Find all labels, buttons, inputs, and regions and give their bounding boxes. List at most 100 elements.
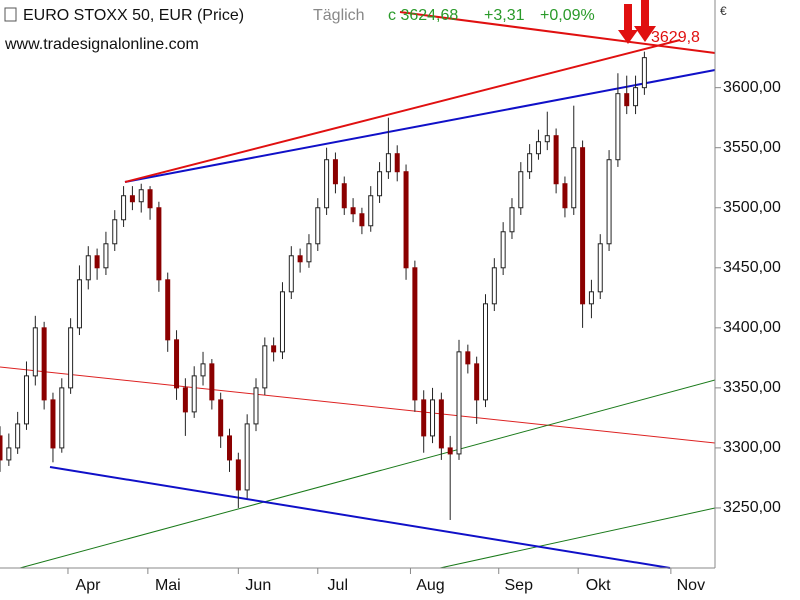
x-tick-label: Nov (677, 577, 705, 594)
candle-body (588, 291, 594, 305)
candle-body (253, 387, 259, 425)
candle-body (615, 93, 621, 161)
candle-body (76, 279, 82, 329)
candle-body (403, 171, 409, 269)
last-close: c 3624,68 (388, 7, 458, 24)
candle-body (279, 291, 285, 353)
y-tick-label: 3500,00 (723, 199, 781, 216)
candle-body (341, 183, 347, 209)
candle-body (571, 147, 577, 209)
candle-body (244, 423, 250, 491)
candle-body (430, 399, 436, 437)
candle-body (209, 363, 215, 401)
candle-body (491, 267, 497, 305)
candle-body (535, 141, 541, 155)
candle-body (518, 171, 524, 209)
candle-body (500, 231, 506, 269)
y-tick-label: 3350,00 (723, 379, 781, 396)
candle-body (68, 327, 74, 389)
candle-body (527, 153, 533, 173)
candle-body (112, 219, 118, 245)
y-tick-label: 3300,00 (723, 439, 781, 456)
candle-body (368, 195, 374, 227)
candle-body (182, 387, 188, 413)
candle-body (633, 87, 639, 107)
x-tick-label: Sep (505, 577, 534, 594)
chart-title: EURO STOXX 50, EUR (Price) (23, 7, 244, 24)
candle-body (262, 345, 268, 389)
candle-body (191, 375, 197, 413)
candles (0, 51, 647, 520)
candle-body (624, 93, 630, 107)
candle-body (456, 351, 462, 455)
candle-body (482, 303, 488, 401)
candle-body (235, 459, 241, 491)
candle-body (438, 399, 444, 449)
trend-line (124, 69, 716, 183)
candle-body (315, 207, 321, 245)
interval: Täglich (313, 7, 365, 24)
candle-body (377, 171, 383, 197)
arrow (618, 4, 638, 44)
x-tick-label: Jun (245, 577, 271, 594)
trend-line (19, 379, 716, 569)
candle-body (465, 351, 471, 365)
candle-body (103, 243, 109, 269)
x-tick-label: Apr (76, 577, 102, 594)
candle-body (138, 189, 144, 203)
trend-line (124, 39, 681, 183)
candle-body (412, 267, 418, 401)
candle-body (15, 423, 21, 449)
candle-body (129, 195, 135, 203)
trend-line (439, 507, 716, 569)
candle-body (288, 255, 294, 293)
y-tick-label: 3250,00 (723, 499, 781, 516)
candle-body (121, 195, 127, 221)
candle-body (641, 57, 647, 89)
y-tick-label: 3600,00 (723, 79, 781, 96)
candle-body (562, 183, 568, 209)
candle-body (306, 243, 312, 263)
checkbox[interactable] (4, 7, 17, 22)
trend-line (399, 11, 716, 54)
marker-label: 3629,8 (651, 29, 700, 46)
y-tick-label: 3550,00 (723, 139, 781, 156)
candle-body (271, 345, 277, 353)
currency: € (720, 4, 727, 18)
candle-body (332, 159, 338, 185)
trend-line (0, 366, 716, 444)
candle-body (421, 399, 427, 437)
candle-body (606, 159, 612, 245)
y-tick-label: 3400,00 (723, 319, 781, 336)
candle-body (359, 213, 365, 227)
candle-body (394, 153, 400, 173)
change: +3,31 (484, 7, 525, 24)
candle-body (447, 447, 453, 455)
x-tick-label: Mai (155, 577, 181, 594)
source: www.tradesignalonline.com (4, 36, 199, 53)
candle-body (350, 207, 356, 215)
change-pct: +0,09% (540, 7, 595, 24)
candle-body (165, 279, 171, 341)
candle-body (147, 189, 153, 209)
candle-body (597, 243, 603, 293)
x-tick-label: Jul (328, 577, 348, 594)
trend-lines (0, 11, 716, 569)
y-tick-label: 3450,00 (723, 259, 781, 276)
candle-body (50, 399, 56, 449)
signal-arrows (618, 0, 656, 44)
x-tick-label: Okt (586, 577, 611, 594)
candle-body (6, 447, 12, 461)
candle-body (41, 327, 47, 401)
candle-body (580, 147, 586, 305)
candle-body (227, 435, 233, 461)
candle-body (156, 207, 162, 281)
candle-body (385, 153, 391, 173)
candle-body (509, 207, 515, 233)
candle-body (0, 435, 3, 461)
x-tick-label: Aug (416, 577, 444, 594)
candle-body (200, 363, 206, 377)
candle-body (297, 255, 303, 263)
candle-body (544, 135, 550, 143)
